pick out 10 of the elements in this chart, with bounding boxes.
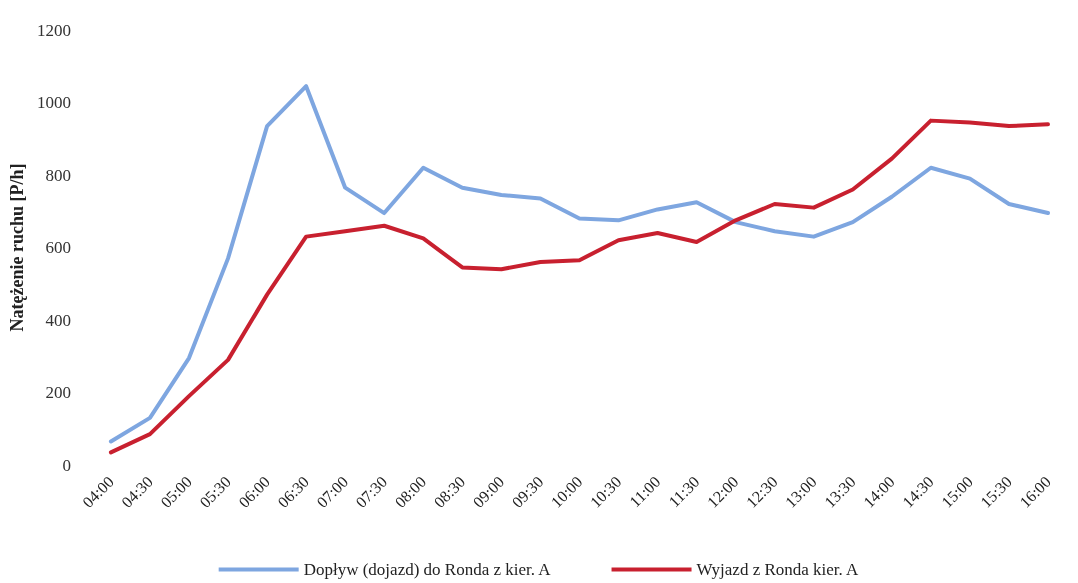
y-tick-label: 1000 [36,93,71,112]
y-tick-label: 200 [45,383,71,402]
y-tick-label: 0 [62,455,71,475]
y-tick-label: 1200 [36,20,71,40]
y-tick-label: 400 [45,310,71,330]
legend-label: Dopływ (dojazd) do Ronda z kier. A [303,560,552,579]
y-tick-label: 800 [45,165,71,185]
legend-label: Wyjazd z Ronda kier. A [696,560,860,579]
y-tick-label: 600 [45,238,71,257]
y-axis-title: Natężenie ruchu [P/h] [7,163,27,332]
